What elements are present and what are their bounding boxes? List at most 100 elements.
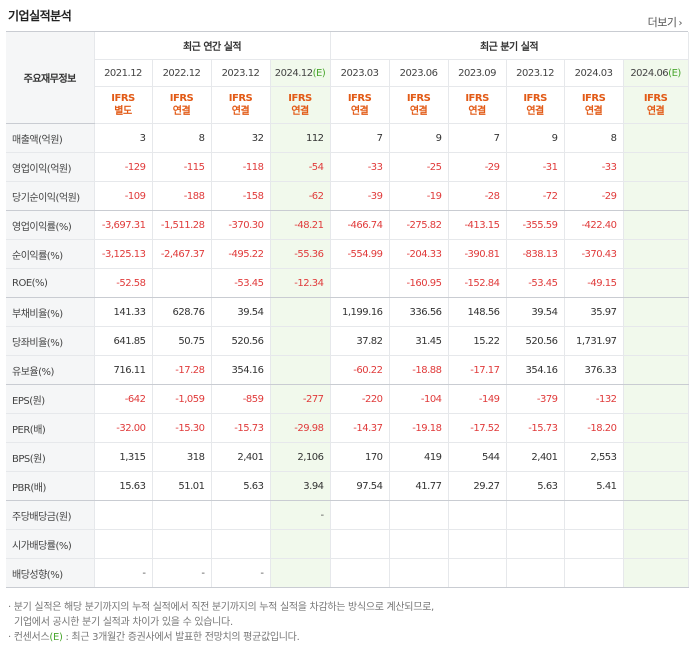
table-cell: -17.28 xyxy=(152,355,212,385)
basis-standard: IFRS xyxy=(643,93,668,104)
table-cell: -129 xyxy=(94,152,153,182)
table-cell: 15.22 xyxy=(448,326,507,356)
footnote-quarterly-1: · 분기 실적은 해당 분기까지의 누적 실적에서 직전 분기까지의 누적 실적… xyxy=(8,602,434,613)
top-divider xyxy=(6,31,688,32)
table-cell: -554.99 xyxy=(329,239,390,269)
table-cell: - xyxy=(270,500,331,530)
table-cell xyxy=(329,500,390,530)
table-cell: -859 xyxy=(211,384,271,414)
table-cell: 3 xyxy=(94,123,153,153)
table-cell xyxy=(506,500,565,530)
basis-standard: IFRS xyxy=(465,93,489,104)
financial-table: 주요재무정보 최근 연간 실적 최근 분기 실적 2021.12 2022.12 2… xyxy=(6,32,689,588)
table-cell xyxy=(623,529,689,559)
row-label: 배당성향(%) xyxy=(6,558,95,588)
table-cell: -118 xyxy=(211,152,271,182)
table-cell: -28 xyxy=(448,181,507,211)
table-cell xyxy=(623,355,689,385)
table-row: BPS(원) 1,315 318 2,401 2,106 170 419 544 2,401 2,… xyxy=(6,442,689,472)
table-cell xyxy=(623,152,689,182)
row-label: PBR(배) xyxy=(6,471,95,501)
row-label: 영업이익률(%) xyxy=(6,210,95,240)
table-cell: -19.18 xyxy=(389,413,449,443)
table-cell: 716.11 xyxy=(94,355,153,385)
footnote-text: · 컨센서스 xyxy=(8,632,50,643)
table-cell: -2,467.37 xyxy=(152,239,212,269)
table-cell: 29.27 xyxy=(448,471,507,501)
footnote-consensus: · 컨센서스(E) : 최근 3개월간 증권사에서 발표한 전망치의 평균값입니… xyxy=(8,630,434,645)
row-label: 시가배당률(%) xyxy=(6,529,95,559)
table-cell: 354.16 xyxy=(506,355,565,385)
table-row: 영업이익률(%) -3,697.31 -1,511.28 -370.30 -48.21-… xyxy=(6,210,689,240)
table-cell: -379 xyxy=(506,384,565,414)
row-label: 당기순이익(억원) xyxy=(6,181,95,211)
table-row: PBR(배) 15.63 51.01 5.63 3.94 97.54 41.77 29.27 5… xyxy=(6,471,689,501)
basis-scope: 별도 xyxy=(114,106,132,117)
table-cell: -188 xyxy=(152,181,212,211)
table-cell: 9 xyxy=(506,123,565,153)
table-cell: -53.45 xyxy=(211,268,271,298)
table-cell: -204.33 xyxy=(389,239,449,269)
footnote-text: (E) xyxy=(49,632,63,643)
more-link-label: 더보기 xyxy=(647,16,677,29)
table-cell: 520.56 xyxy=(506,326,565,356)
table-row: 유보율(%) 716.11 -17.28 354.16 -60.22 -18.88 -17.… xyxy=(6,355,689,385)
more-link[interactable]: 더보기 › xyxy=(647,14,683,30)
table-cell: -355.59 xyxy=(506,210,565,240)
table-cell: -62 xyxy=(270,181,331,211)
quarterly-group-header: 최근 분기 실적 xyxy=(329,32,689,60)
basis-scope: 연결 xyxy=(409,106,428,117)
table-cell: -104 xyxy=(389,384,449,414)
table-cell xyxy=(623,326,689,356)
table-cell xyxy=(152,500,212,530)
table-cell: -18.20 xyxy=(564,413,624,443)
row-label: 당좌비율(%) xyxy=(6,326,95,356)
table-cell: -15.30 xyxy=(152,413,212,443)
table-cell: -17.17 xyxy=(448,355,507,385)
table-cell xyxy=(448,558,507,588)
table-cell xyxy=(506,529,565,559)
table-cell xyxy=(448,529,507,559)
basis-header: IFRS 연결 xyxy=(506,86,565,124)
row-label: 유보율(%) xyxy=(6,355,95,385)
table-cell: 318 xyxy=(152,442,212,472)
basis-header: IFRS 연결 xyxy=(270,86,331,124)
table-cell: - xyxy=(152,558,212,588)
basis-standard: IFRS xyxy=(111,93,135,104)
table-cell: -152.84 xyxy=(448,268,507,298)
table-cell xyxy=(506,558,565,588)
table-cell: -19 xyxy=(389,181,449,211)
table-cell: 5.63 xyxy=(506,471,565,501)
table-cell xyxy=(623,471,689,501)
table-cell: -31 xyxy=(506,152,565,182)
table-cell: -413.15 xyxy=(448,210,507,240)
table-cell: -160.95 xyxy=(389,268,449,298)
row-label: 영업이익(억원) xyxy=(6,152,95,182)
annual-group-header: 최근 연간 실적 xyxy=(94,32,331,60)
table-cell: -17.52 xyxy=(448,413,507,443)
table-cell: - xyxy=(211,558,271,588)
table-cell xyxy=(623,413,689,443)
table-cell: -277 xyxy=(270,384,331,414)
row-label: EPS(원) xyxy=(6,384,95,414)
table-cell: -32.00 xyxy=(94,413,153,443)
table-cell: 32 xyxy=(211,123,271,153)
table-cell: -54 xyxy=(270,152,331,182)
section-title: 기업실적분석 xyxy=(8,9,72,23)
table-cell: 628.76 xyxy=(152,297,212,327)
basis-scope: 연결 xyxy=(291,106,309,117)
basis-scope: 연결 xyxy=(468,106,486,117)
table-cell xyxy=(623,384,689,414)
table-cell xyxy=(623,239,689,269)
table-cell: 641.85 xyxy=(94,326,153,356)
table-cell: -838.13 xyxy=(506,239,565,269)
footnote-text: : 최근 3개월간 증권사에서 발표한 전망치의 평균값입니다. xyxy=(62,632,300,643)
table-cell: -495.22 xyxy=(211,239,271,269)
table-cell: 39.54 xyxy=(506,297,565,327)
table-cell xyxy=(389,500,449,530)
basis-standard: IFRS xyxy=(347,93,372,104)
table-cell: 544 xyxy=(448,442,507,472)
table-cell: 35.97 xyxy=(564,297,624,327)
table-cell: 97.54 xyxy=(329,471,390,501)
table-cell: 15.63 xyxy=(94,471,153,501)
